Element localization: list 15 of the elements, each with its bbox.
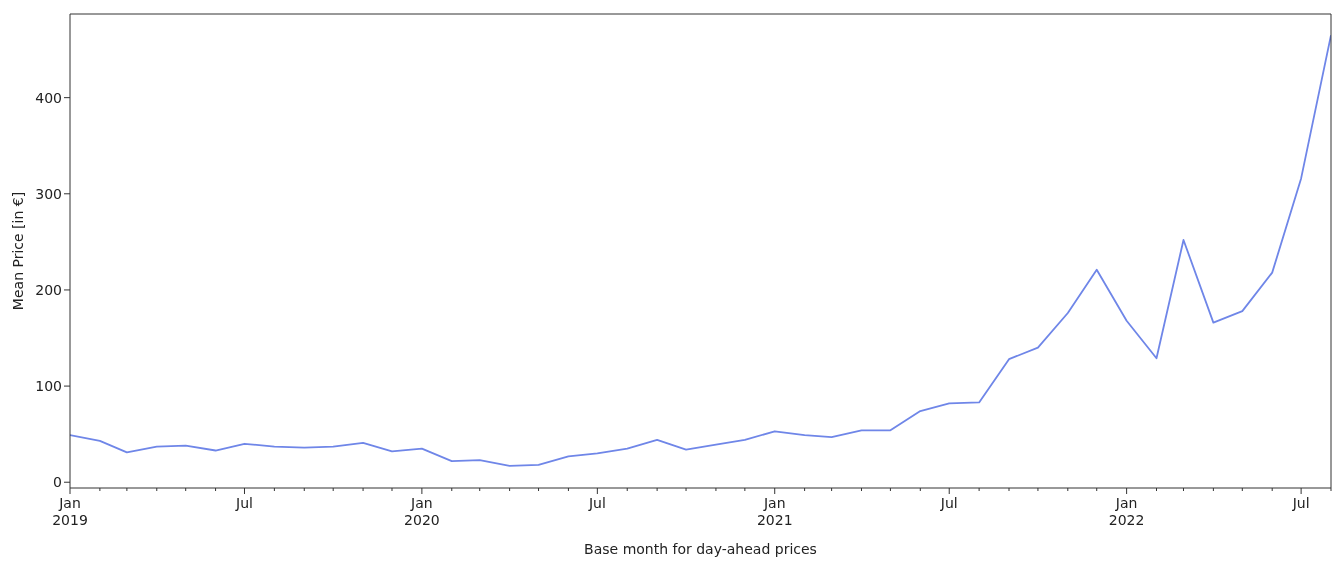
x-tick-label: Jul	[1291, 495, 1310, 511]
x-axis-title: Base month for day-ahead prices	[584, 541, 817, 557]
y-tick-label: 100	[35, 378, 62, 395]
y-axis-title: Mean Price [in €]	[9, 191, 26, 311]
x-tick-label: Jul	[235, 495, 253, 511]
y-tick-label: 0	[53, 474, 62, 491]
x-tick-label: Jul	[939, 495, 958, 511]
x-tick-label: Jan 2021	[756, 495, 793, 528]
x-tick-label: Jan 2020	[404, 495, 440, 528]
x-tick-label: Jan 2022	[1108, 495, 1145, 528]
x-tick-label: Jan 2019	[52, 495, 88, 528]
y-tick-label: 400	[35, 89, 62, 106]
x-tick-label: Jul	[587, 495, 606, 511]
y-tick-label: 300	[35, 185, 62, 202]
y-tick-label: 200	[35, 281, 62, 298]
